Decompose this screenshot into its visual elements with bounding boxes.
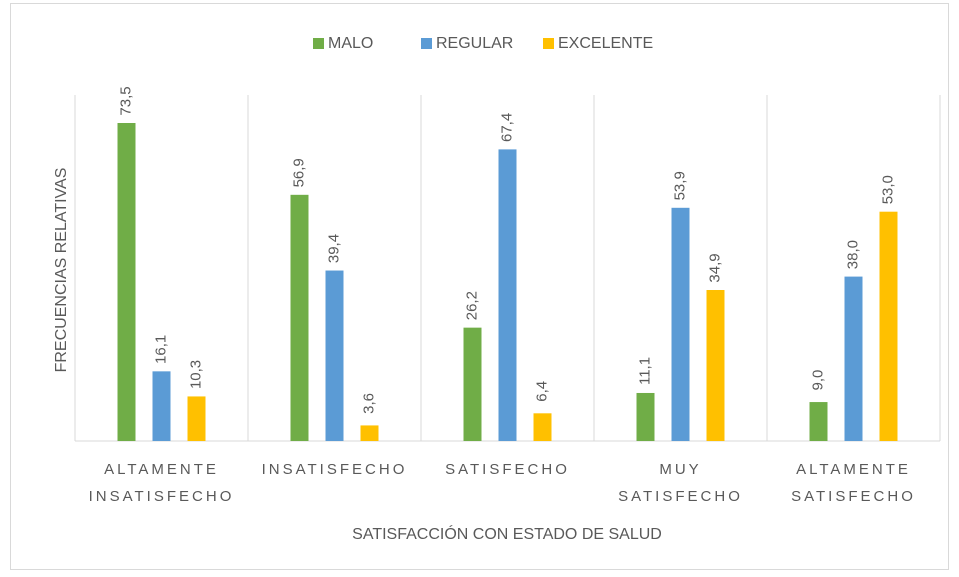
data-label: 11,1 (636, 357, 653, 385)
bar (498, 149, 517, 441)
data-label: 9,0 (809, 370, 826, 391)
bar (187, 396, 206, 441)
legend-label: REGULAR (436, 35, 513, 52)
bar (325, 270, 344, 441)
x-tick-label: ALTAMENTE SATISFECHO (791, 461, 916, 505)
x-tick-label: INSATISFECHO (262, 461, 408, 478)
data-label: 16,1 (152, 335, 169, 364)
x-tick-label: MUY SATISFECHO (618, 461, 743, 505)
data-label: 73,5 (117, 86, 134, 115)
x-axis-label: SATISFACCIÓN CON ESTADO DE SALUD (352, 524, 662, 543)
data-label: 34,9 (706, 253, 723, 282)
legend-swatch (421, 38, 432, 49)
data-label: 53,0 (879, 175, 896, 204)
bar (809, 402, 828, 441)
data-label: 26,2 (463, 291, 480, 320)
bar (117, 123, 136, 441)
bar (671, 207, 690, 441)
bar (463, 327, 482, 441)
bar (706, 290, 725, 441)
data-label: 53,9 (671, 171, 688, 200)
legend-label: MALO (328, 35, 373, 52)
y-axis-label: FRECUENCIAS RELATIVAS (53, 168, 70, 373)
bar (636, 392, 655, 441)
data-label: 3,6 (360, 393, 377, 414)
bar (844, 276, 863, 441)
bar (290, 194, 309, 441)
bar (152, 371, 171, 441)
legend-swatch (543, 38, 554, 49)
legend-swatch (313, 38, 324, 49)
chart-frame (10, 3, 949, 570)
data-label: 67,4 (498, 113, 515, 142)
data-label: 39,4 (325, 234, 342, 263)
bar (879, 211, 898, 441)
data-label: 10,3 (187, 360, 204, 389)
legend-label: EXCELENTE (558, 35, 653, 52)
data-label: 6,4 (533, 381, 550, 402)
data-label: 56,9 (290, 158, 307, 187)
bar (360, 425, 379, 441)
x-tick-label: ALTAMENTE INSATISFECHO (89, 461, 235, 505)
x-tick-label: SATISFECHO (445, 461, 570, 478)
bar (533, 413, 552, 441)
data-label: 38,0 (844, 240, 861, 269)
